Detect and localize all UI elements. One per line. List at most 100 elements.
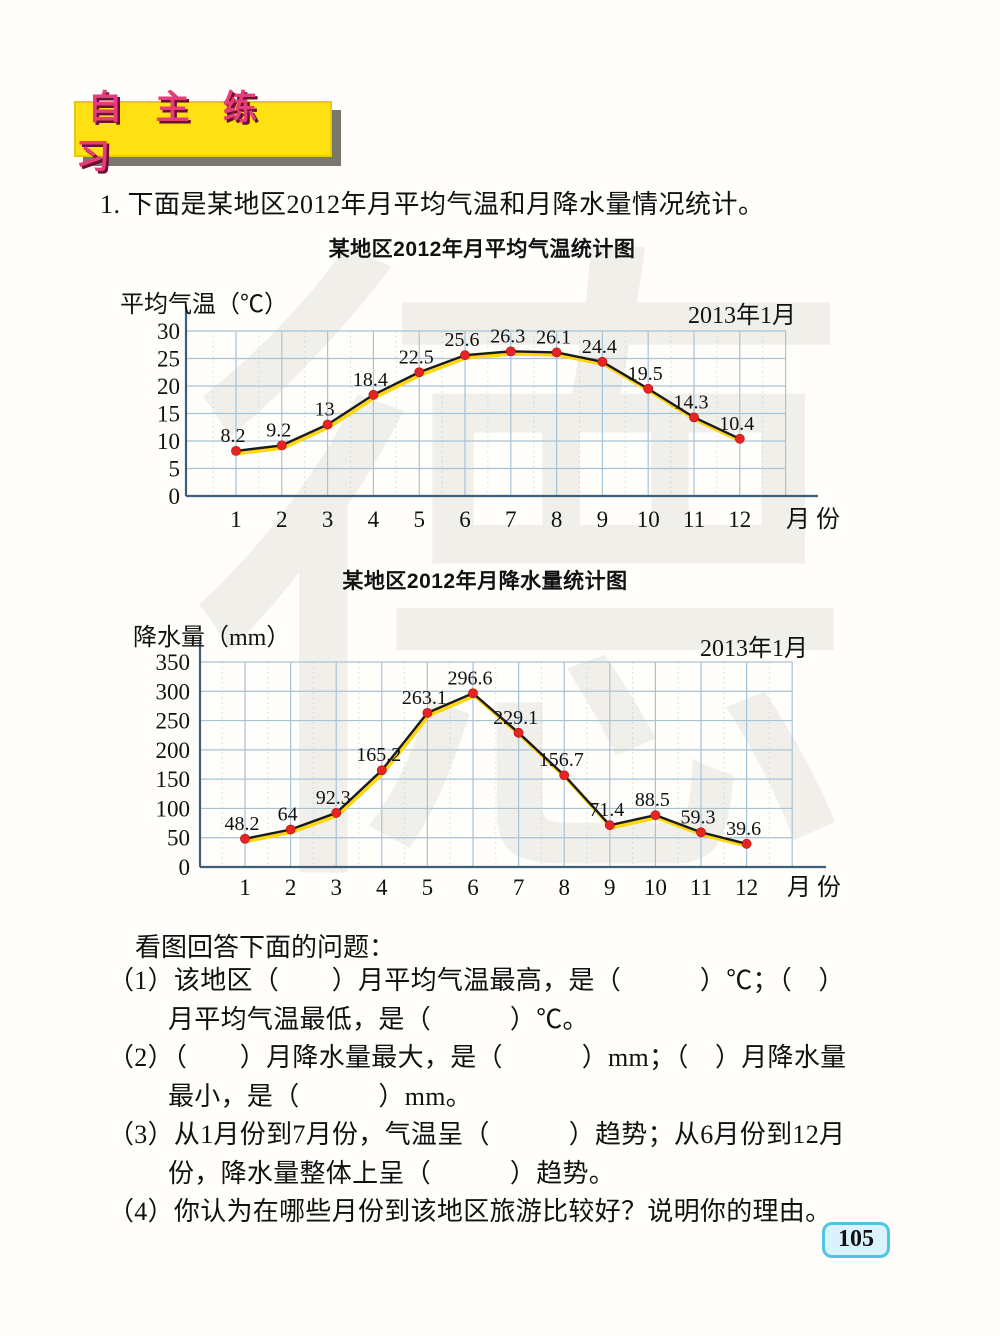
data-point (734, 433, 745, 444)
data-point (231, 445, 241, 456)
precipitation-chart-date-label: 2013年1月 (700, 636, 808, 662)
data-point (604, 820, 615, 831)
x-tick-label: 12 (735, 875, 758, 900)
data-point (696, 827, 706, 838)
x-tick-label: 9 (597, 507, 609, 532)
y-tick-label: 100 (156, 796, 191, 821)
data-point-label: 10.4 (719, 413, 754, 435)
data-point-label: 229.1 (493, 707, 538, 729)
data-point (376, 765, 387, 776)
x-tick-label: 10 (644, 875, 667, 900)
x-tick-label: 1 (230, 507, 242, 532)
data-point-label: 26.1 (536, 326, 571, 348)
data-point-label: 59.3 (681, 806, 716, 828)
page-number-badge: 105 (822, 1222, 890, 1258)
y-tick-label: 250 (156, 709, 191, 734)
data-point (468, 688, 478, 699)
data-point-label: 156.7 (539, 749, 584, 771)
series-line-glow (235, 352, 744, 456)
y-tick-label: 0 (169, 484, 181, 509)
data-point-label: 64 (278, 804, 298, 826)
data-point (322, 419, 333, 430)
data-point-label: 24.4 (582, 336, 617, 358)
x-tick-label: 7 (505, 507, 517, 532)
question-line: （1）该地区（ ）月平均气温最高，是（ ）℃；（ ） (108, 966, 845, 995)
y-tick-label: 50 (167, 826, 190, 851)
data-point-label: 48.2 (225, 813, 260, 835)
practice-section-badge-label: 自 主 练 习 (76, 89, 269, 176)
question-line: 份，降水量整体上呈（ ）趋势。 (168, 1158, 616, 1188)
data-point (331, 808, 342, 818)
y-tick-label: 15 (157, 402, 180, 427)
x-tick-label: 4 (368, 507, 380, 532)
y-tick-label: 300 (156, 679, 191, 704)
question-line: （3）从1月份到7月份，气温呈（ ）趋势；从6月份到12月 (108, 1120, 846, 1149)
y-tick-label: 150 (156, 767, 191, 792)
temperature-chart-ylabel: 平均气温（℃） (120, 292, 288, 318)
data-point (741, 838, 752, 849)
data-point (643, 383, 654, 394)
practice-section-badge: 自 主 练 习 (74, 89, 332, 176)
x-tick-label: 6 (459, 507, 471, 532)
x-tick-label: 3 (330, 875, 342, 900)
data-point (650, 810, 661, 821)
data-point (559, 770, 570, 781)
data-point-label: 296.6 (448, 667, 493, 689)
x-tick-label: 6 (467, 875, 479, 900)
y-tick-label: 20 (157, 374, 180, 399)
x-tick-label: 8 (551, 507, 563, 532)
precipitation-chart-title: 某地区2012年月降水量统计图 (342, 570, 628, 593)
data-point-label: 25.6 (445, 329, 480, 351)
question-line: （4）你认为在哪些月份到该地区旅游比较好？说明你的理由。 (108, 1197, 832, 1226)
questions-lead-text: 看图回答下面的问题： (135, 933, 396, 962)
data-point-label: 8.2 (221, 425, 246, 447)
x-tick-label: 7 (513, 875, 525, 900)
data-point-label: 18.4 (353, 369, 388, 391)
precipitation-chart-ylabel: 降水量（mm） (133, 625, 291, 651)
x-tick-label: 9 (604, 875, 616, 900)
x-tick-label: 11 (690, 875, 712, 900)
series-line (243, 692, 748, 846)
data-point (240, 833, 250, 844)
data-point (422, 707, 433, 718)
series-line (234, 350, 741, 453)
y-tick-label: 10 (157, 429, 180, 454)
data-point-label: 22.5 (399, 346, 434, 368)
temperature-chart-title: 某地区2012年月平均气温统计图 (328, 238, 636, 261)
data-point-label: 263.1 (402, 687, 447, 709)
data-point (597, 356, 608, 367)
x-axis-caption: 月份 (787, 874, 847, 901)
question-list: （1）该地区（ ）月平均气温最高，是（ ）℃；（ ） 月平均气温最低，是（ ）℃。… (108, 962, 978, 1232)
x-axis-caption: 月份 (786, 506, 846, 533)
data-point-label: 14.3 (674, 391, 709, 413)
x-tick-label: 10 (637, 507, 660, 532)
data-point (276, 440, 287, 451)
data-point (460, 350, 470, 361)
x-tick-label: 12 (728, 507, 751, 532)
x-tick-label: 5 (413, 507, 425, 532)
data-point-label: 13 (315, 399, 335, 421)
y-tick-label: 0 (179, 855, 191, 880)
x-tick-label: 2 (285, 875, 297, 900)
x-tick-label: 3 (322, 507, 334, 532)
data-point (551, 347, 562, 358)
data-point (414, 367, 425, 378)
y-tick-label: 30 (157, 319, 180, 344)
data-point (368, 389, 379, 400)
temperature-chart-date-label: 2013年1月 (688, 303, 796, 329)
y-tick-label: 350 (156, 650, 191, 675)
data-point (513, 727, 524, 738)
x-tick-label: 2 (276, 507, 288, 532)
data-point-label: 19.5 (628, 363, 663, 385)
data-point (689, 412, 699, 423)
exercise-intro-text: 1. 下面是某地区2012年月平均气温和月降水量情况统计。 (100, 190, 765, 219)
question-line: 月平均气温最低，是（ ）℃。 (168, 1004, 589, 1034)
data-point-label: 9.2 (266, 419, 291, 441)
x-tick-label: 8 (558, 875, 570, 900)
data-point (505, 346, 516, 357)
question-line: （2）（ ）月降水量最大，是（ ）mm；（ ）月降水量 (108, 1043, 847, 1072)
data-point-label: 26.3 (490, 325, 525, 347)
y-tick-label: 25 (157, 347, 180, 372)
y-tick-label: 5 (169, 457, 181, 482)
